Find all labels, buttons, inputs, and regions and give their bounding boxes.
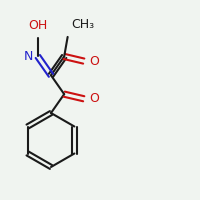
Text: CH₃: CH₃ xyxy=(72,18,95,31)
Text: N: N xyxy=(23,50,33,63)
Text: OH: OH xyxy=(28,19,47,32)
Text: O: O xyxy=(89,55,99,68)
Text: O: O xyxy=(89,92,99,105)
